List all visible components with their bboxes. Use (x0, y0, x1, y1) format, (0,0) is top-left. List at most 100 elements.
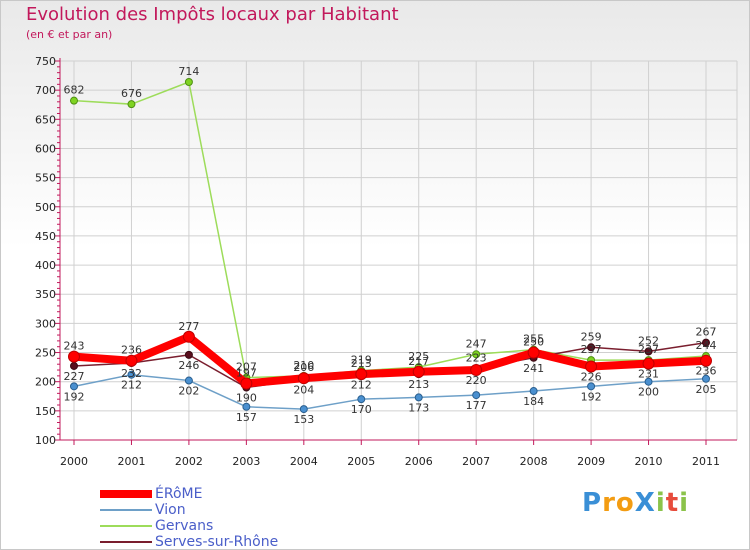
x-tick-label: 2007 (462, 455, 490, 468)
y-tick-label: 650 (35, 113, 56, 126)
data-point (585, 360, 598, 373)
y-tick-label: 350 (35, 288, 56, 301)
data-label: 205 (696, 383, 717, 396)
y-tick-label: 250 (35, 347, 56, 360)
x-tick-label: 2004 (290, 455, 318, 468)
data-label: 157 (236, 411, 257, 424)
x-tick-label: 2005 (347, 455, 375, 468)
data-point (70, 96, 78, 105)
data-point (70, 382, 78, 391)
data-label: 219 (351, 354, 372, 367)
data-point (184, 77, 193, 86)
data-label: 259 (581, 330, 602, 343)
chart-title: Evolution des Impôts locaux par Habitant (26, 4, 399, 25)
legend-label: ÉRôME (155, 486, 203, 502)
legend-label: Serves-sur-Rhône (155, 534, 279, 550)
data-label: 212 (351, 379, 372, 392)
logo-letter: t (665, 488, 680, 518)
x-tick-label: 2000 (60, 455, 88, 468)
data-label: 170 (351, 403, 372, 416)
data-label: 223 (466, 351, 487, 364)
logo-letter: r (602, 488, 616, 518)
data-label: 197 (236, 366, 257, 379)
data-label: 227 (64, 370, 85, 383)
data-label: 177 (466, 399, 487, 412)
data-label: 714 (178, 65, 199, 78)
logo-letter: i (655, 488, 666, 518)
data-label: 207 (236, 361, 257, 374)
data-label: 247 (466, 337, 487, 350)
x-tick-label: 2011 (692, 455, 720, 468)
y-tick-label: 300 (35, 317, 56, 330)
legend-swatch (100, 541, 152, 543)
data-label: 204 (293, 383, 314, 396)
legend-swatch (100, 525, 152, 527)
data-point (529, 387, 538, 396)
y-tick-label: 600 (35, 142, 56, 155)
data-point (642, 357, 655, 370)
legend-label: Vion (155, 502, 186, 518)
data-label: 213 (351, 357, 372, 370)
data-label: 202 (178, 385, 199, 398)
data-label: 173 (408, 401, 429, 414)
series-line-2 (73, 81, 707, 379)
legend-swatch (100, 490, 152, 498)
data-point (644, 377, 653, 386)
logo-letter: i (679, 488, 690, 518)
data-point (182, 330, 195, 343)
data-label: 277 (178, 320, 199, 333)
data-point (125, 354, 138, 367)
legend-label: Gervans (155, 518, 214, 534)
data-label: 192 (581, 390, 602, 403)
data-point (472, 350, 481, 359)
data-label: 212 (121, 379, 142, 392)
y-tick-label: 500 (35, 201, 56, 214)
data-label: 244 (696, 339, 717, 352)
x-tick-label: 2001 (117, 455, 145, 468)
data-label: 206 (293, 361, 314, 374)
data-point (184, 350, 193, 359)
y-tick-label: 200 (35, 376, 56, 389)
data-point (702, 338, 710, 347)
logo-letter: o (615, 488, 635, 518)
y-tick-label: 750 (35, 55, 56, 68)
x-tick-label: 2009 (577, 455, 605, 468)
data-label: 236 (696, 365, 717, 378)
data-point (127, 370, 136, 379)
y-tick-label: 100 (35, 434, 56, 447)
data-point (70, 361, 78, 370)
series-line-1 (73, 373, 707, 410)
data-label: 246 (178, 359, 199, 372)
data-label: 213 (408, 378, 429, 391)
x-tick-label: 2002 (175, 455, 203, 468)
data-label: 236 (121, 344, 142, 357)
data-point (700, 354, 712, 367)
data-label: 243 (64, 340, 85, 353)
data-label: 190 (236, 392, 257, 405)
legend-item: Serves-sur-Rhône (100, 534, 300, 550)
data-point (414, 393, 423, 402)
data-point (644, 347, 653, 356)
data-label: 217 (408, 355, 429, 368)
data-label: 226 (581, 371, 602, 384)
x-tick-label: 2006 (405, 455, 433, 468)
data-point (297, 372, 310, 385)
data-label: 225 (408, 350, 429, 363)
legend-swatch (100, 509, 152, 511)
x-tick-label: 2010 (635, 455, 663, 468)
data-point (68, 350, 80, 363)
data-point (357, 395, 366, 404)
x-tick-label: 2003 (232, 455, 260, 468)
data-point (587, 382, 596, 391)
data-point (412, 365, 425, 378)
y-tick-label: 450 (35, 230, 56, 243)
data-label: 210 (293, 359, 314, 372)
data-point (470, 364, 483, 377)
proxiti-logo: ProXiti (582, 488, 689, 518)
data-label: 153 (293, 413, 314, 426)
data-label: 237 (638, 343, 659, 356)
data-point (702, 374, 710, 383)
logo-letter: X (634, 488, 656, 518)
